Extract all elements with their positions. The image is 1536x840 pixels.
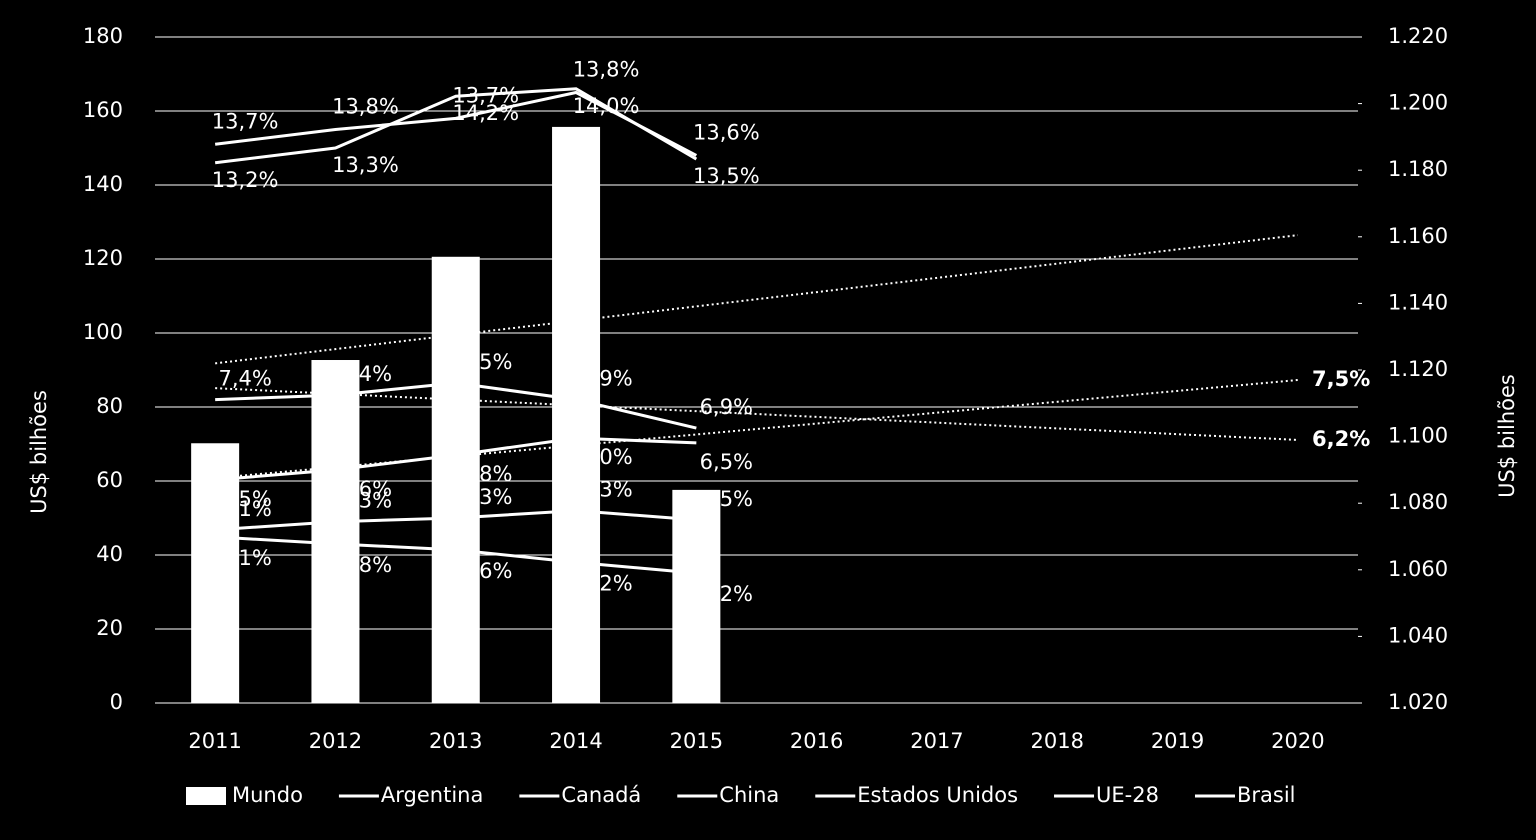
legend-label: Estados Unidos xyxy=(857,783,1018,807)
data-label: 3,6% xyxy=(459,559,512,583)
data-label: 13,5% xyxy=(693,164,760,188)
line xyxy=(215,535,697,575)
x-tick-label: 2013 xyxy=(429,729,482,753)
line xyxy=(215,436,697,482)
y2-tick-label: 1.040 xyxy=(1388,623,1448,647)
legend-label: Argentina xyxy=(381,783,483,807)
y2-tick-label: 1.020 xyxy=(1388,690,1448,714)
x-tick-label: 2012 xyxy=(309,729,362,753)
bar xyxy=(552,126,601,703)
trendline xyxy=(215,234,1298,365)
data-label: 5,5% xyxy=(218,487,271,511)
data-label: 4,1% xyxy=(218,546,271,570)
y-tick-label: 40 xyxy=(96,542,123,566)
legend-label: Mundo xyxy=(232,783,303,807)
data-label: 4,3% xyxy=(459,485,512,509)
legend-label: China xyxy=(719,783,779,807)
data-label: 3,8% xyxy=(339,553,392,577)
x-tick-label: 2020 xyxy=(1271,729,1324,753)
data-label: 4,1% xyxy=(218,497,271,521)
data-label: 6,0% xyxy=(579,445,632,469)
data-label: 3,2% xyxy=(700,582,753,606)
y-tick-label: 100 xyxy=(83,320,123,344)
bar xyxy=(672,489,721,703)
y-tick-label: 60 xyxy=(96,468,123,492)
data-label: 4,3% xyxy=(339,489,392,513)
x-tick-label: 2019 xyxy=(1151,729,1204,753)
x-tick-label: 2015 xyxy=(670,729,723,753)
x-tick-label: 2011 xyxy=(188,729,241,753)
x-tick-label: 2014 xyxy=(549,729,602,753)
data-label: 13,8% xyxy=(573,58,640,82)
data-label: 13,3% xyxy=(332,153,399,177)
y2-tick-label: 1.220 xyxy=(1388,24,1448,48)
trendline-label: 6,2% xyxy=(1312,427,1370,451)
data-label: 4,5% xyxy=(700,487,753,511)
y-tick-label: 0 xyxy=(110,690,123,714)
y-tick-label: 160 xyxy=(83,98,123,122)
y-tick-label: 140 xyxy=(83,172,123,196)
y2-tick-label: 1.060 xyxy=(1388,557,1448,581)
data-label: 14,0% xyxy=(573,94,640,118)
legend-label: UE-28 xyxy=(1096,783,1159,807)
trendline xyxy=(215,387,1298,441)
line xyxy=(215,381,697,430)
bar xyxy=(431,256,480,703)
data-label: 5,8% xyxy=(459,462,512,486)
legend-swatch xyxy=(186,787,226,805)
y2-tick-label: 1.120 xyxy=(1388,357,1448,381)
data-label: 7,5% xyxy=(459,350,512,374)
bar xyxy=(191,443,240,703)
data-label: 4,3% xyxy=(579,478,632,502)
legend-label: Brasil xyxy=(1237,783,1296,807)
y-tick-label: 20 xyxy=(96,616,123,640)
y-axis-title: US$ bilhões xyxy=(27,390,51,514)
y2-tick-label: 1.100 xyxy=(1388,424,1448,448)
y2-axis-title: US$ bilhões xyxy=(1495,374,1519,498)
y-tick-label: 120 xyxy=(83,246,123,270)
data-label: 6,9% xyxy=(579,367,632,391)
data-label: 13,2% xyxy=(212,168,279,192)
bar xyxy=(311,360,360,703)
data-label: 7,4% xyxy=(218,367,271,391)
trendline-label: 7,5% xyxy=(1312,367,1370,391)
y-tick-label: 80 xyxy=(96,394,123,418)
y2-tick-label: 1.200 xyxy=(1388,91,1448,115)
data-label: 13,7% xyxy=(212,109,279,133)
data-label: 14,2% xyxy=(452,101,519,125)
data-label: 13,8% xyxy=(332,95,399,119)
x-tick-label: 2017 xyxy=(910,729,963,753)
line xyxy=(215,509,697,532)
data-label: 6,9% xyxy=(700,395,753,419)
y2-tick-label: 1.180 xyxy=(1388,157,1448,181)
data-label: 3,2% xyxy=(579,571,632,595)
x-tick-label: 2018 xyxy=(1031,729,1084,753)
line xyxy=(214,87,698,165)
data-label: 7,4% xyxy=(339,362,392,386)
trendline xyxy=(215,378,1298,480)
y-tick-label: 180 xyxy=(83,24,123,48)
y2-tick-label: 1.160 xyxy=(1388,224,1448,248)
data-label: 6,5% xyxy=(700,450,753,474)
y2-tick-label: 1.140 xyxy=(1388,290,1448,314)
x-tick-label: 2016 xyxy=(790,729,843,753)
data-label: 13,6% xyxy=(693,120,760,144)
legend-label: Canadá xyxy=(561,783,641,807)
data-label: 5,6% xyxy=(339,477,392,501)
y2-tick-label: 1.080 xyxy=(1388,490,1448,514)
